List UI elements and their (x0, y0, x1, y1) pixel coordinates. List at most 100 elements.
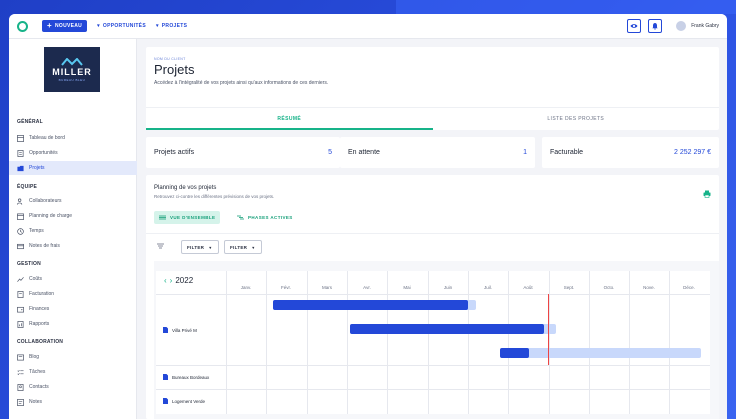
chevron-down-icon: ▾ (209, 244, 212, 250)
sidebar-item-taches[interactable]: Tâches (9, 365, 137, 379)
gantt-month-label: Janv. (240, 285, 252, 290)
chip-label: PHASES ACTIVES (248, 215, 293, 220)
page-title: Projets (154, 62, 195, 77)
opportunity-icon (17, 149, 24, 157)
sidebar-item-notes-de-frais[interactable]: Notes de frais (9, 239, 137, 253)
gantt-row-label: Bureaux Bordeaux (172, 374, 210, 380)
visibility-button[interactable] (627, 19, 642, 33)
gantt-gridline (347, 271, 348, 414)
tab-resume[interactable]: RÉSUMÉ (146, 108, 433, 130)
sidebar-item-collaborateurs[interactable]: Collaborateurs (9, 194, 137, 208)
document-icon (163, 398, 168, 404)
gantt-row-bureaux-bordeaux[interactable]: Bureaux Bordeaux (163, 374, 209, 380)
app-logo-icon[interactable] (17, 20, 28, 32)
gantt-month-label: Mars (322, 285, 332, 290)
filter-dropdown-2[interactable]: FILTER ▾ (224, 240, 262, 254)
filter-icon[interactable] (157, 243, 164, 249)
section-general: GÉNÉRAL (17, 119, 43, 125)
sidebar-item-label: Opportunités (29, 150, 58, 156)
sidebar-item-couts[interactable]: Coûts (9, 272, 137, 286)
page-subtitle: Accédez à l'intégralité de vos projets a… (154, 80, 329, 86)
sidebar-item-label: Tâches (29, 369, 46, 375)
gantt-bar-track[interactable] (500, 348, 701, 358)
chevron-down-icon: ▾ (252, 244, 255, 250)
gantt-month-label: Août (523, 285, 533, 290)
document-icon (163, 374, 168, 380)
gantt-gridline (589, 271, 590, 414)
section-equipe: ÉQUIPE (17, 184, 38, 190)
bell-icon (652, 23, 658, 30)
stat-value: 5 (328, 149, 332, 156)
sidebar-item-label: Facturation (29, 291, 55, 297)
sidebar-item-temps[interactable]: Temps (9, 224, 137, 238)
gantt-month-label: Juil. (483, 285, 492, 290)
section-gestion: GESTION (17, 261, 41, 267)
planning-title: Planning de vos projets (154, 185, 217, 191)
sidebar-item-rapports[interactable]: Rapports (9, 317, 137, 331)
nav-projets[interactable]: ▾ PROJETS (156, 23, 187, 29)
gantt-bar-progress[interactable] (273, 300, 468, 310)
gantt-chart: ‹ › 2022 Janv. Févr. Mars Avr. Mai Juin … (156, 271, 710, 414)
gantt-bar-progress[interactable] (500, 348, 529, 358)
sidebar-item-projets[interactable]: Projets (9, 161, 137, 175)
sidebar-item-facturation[interactable]: Facturation (9, 287, 137, 301)
sidebar-item-label: Finances (29, 306, 50, 312)
sidebar-item-opportunites[interactable]: Opportunités (9, 146, 137, 160)
sidebar: MILLER BUREAU BLEU GÉNÉRAL Tableau de bo… (9, 39, 137, 419)
gantt-gridline (629, 271, 630, 414)
sidebar-item-contacts[interactable]: Contacts (9, 380, 137, 394)
sidebar-item-notes[interactable]: Notes (9, 395, 137, 409)
user-name: Frank Gabry (691, 23, 719, 29)
stat-label: En attente (348, 149, 380, 156)
brand-name: MILLER (52, 66, 92, 77)
new-button-label: NOUVEAU (54, 23, 83, 29)
nav-opportunites[interactable]: ▾ OPPORTUNITÉS (97, 23, 146, 29)
notifications-button[interactable] (648, 19, 663, 33)
gantt-gridline (387, 271, 388, 414)
gantt-bar-progress[interactable] (350, 324, 544, 334)
user-menu[interactable]: Frank Gabry (676, 21, 719, 31)
print-icon[interactable] (703, 190, 711, 198)
sidebar-item-blog[interactable]: Blog (9, 350, 137, 364)
stat-value: 1 (523, 149, 527, 156)
planning-card: Planning de vos projets Retrouvez ci-con… (146, 175, 719, 419)
calendar-icon (17, 213, 24, 220)
report-icon (17, 320, 24, 328)
sidebar-item-label: Temps (29, 228, 44, 234)
filter-dropdown-1[interactable]: FILTER ▾ (181, 240, 219, 254)
chevron-left-icon[interactable]: ‹ (164, 276, 167, 285)
gantt-month-label: Juin (443, 285, 453, 290)
gantt-gridline (669, 271, 670, 414)
sidebar-item-finances[interactable]: Finances (9, 302, 137, 316)
gantt-gridline (549, 271, 550, 414)
gantt-month-label: Avr. (363, 285, 371, 290)
chip-phases-actives[interactable]: PHASES ACTIVES (232, 211, 298, 224)
gantt-gridline (468, 271, 469, 414)
gantt-gridline (226, 271, 227, 414)
gantt-gridline (266, 271, 267, 414)
dashboard-icon (17, 134, 24, 142)
gantt-gridline (428, 271, 429, 414)
document-icon (163, 327, 168, 333)
sidebar-item-tableau-de-bord[interactable]: Tableau de bord (9, 131, 137, 145)
chevron-down-icon: ▾ (155, 23, 159, 29)
stat-label: Facturable (550, 149, 584, 156)
sidebar-item-label: Blog (29, 354, 40, 360)
brand-mark-icon (61, 57, 83, 66)
sidebar-item-planning[interactable]: Planning de charge (9, 209, 137, 223)
gantt-month-label: Sept. (563, 285, 575, 290)
trend-icon (17, 276, 24, 283)
breadcrumb[interactable]: NOM DU CLIENT (154, 57, 186, 61)
page-header: NOM DU CLIENT Projets Accédez à l'intégr… (146, 47, 719, 130)
new-button[interactable]: + NOUVEAU (42, 20, 88, 32)
chevron-right-icon[interactable]: › (169, 276, 173, 285)
gantt-row-villa-prive-m[interactable]: Villa Privé M (163, 327, 197, 333)
checklist-icon (17, 369, 24, 376)
list-icon (159, 215, 166, 220)
sidebar-item-label: Tableau de bord (29, 135, 65, 141)
tab-liste-des-projets[interactable]: LISTE DES PROJETS (547, 116, 605, 122)
chip-vue-ensemble[interactable]: VUE D'ENSEMBLE (154, 211, 221, 224)
receipt-icon (17, 243, 24, 250)
gantt-row-logement-verde[interactable]: Logement Verde (163, 398, 205, 404)
gantt-month-label: Déce. (683, 285, 695, 290)
